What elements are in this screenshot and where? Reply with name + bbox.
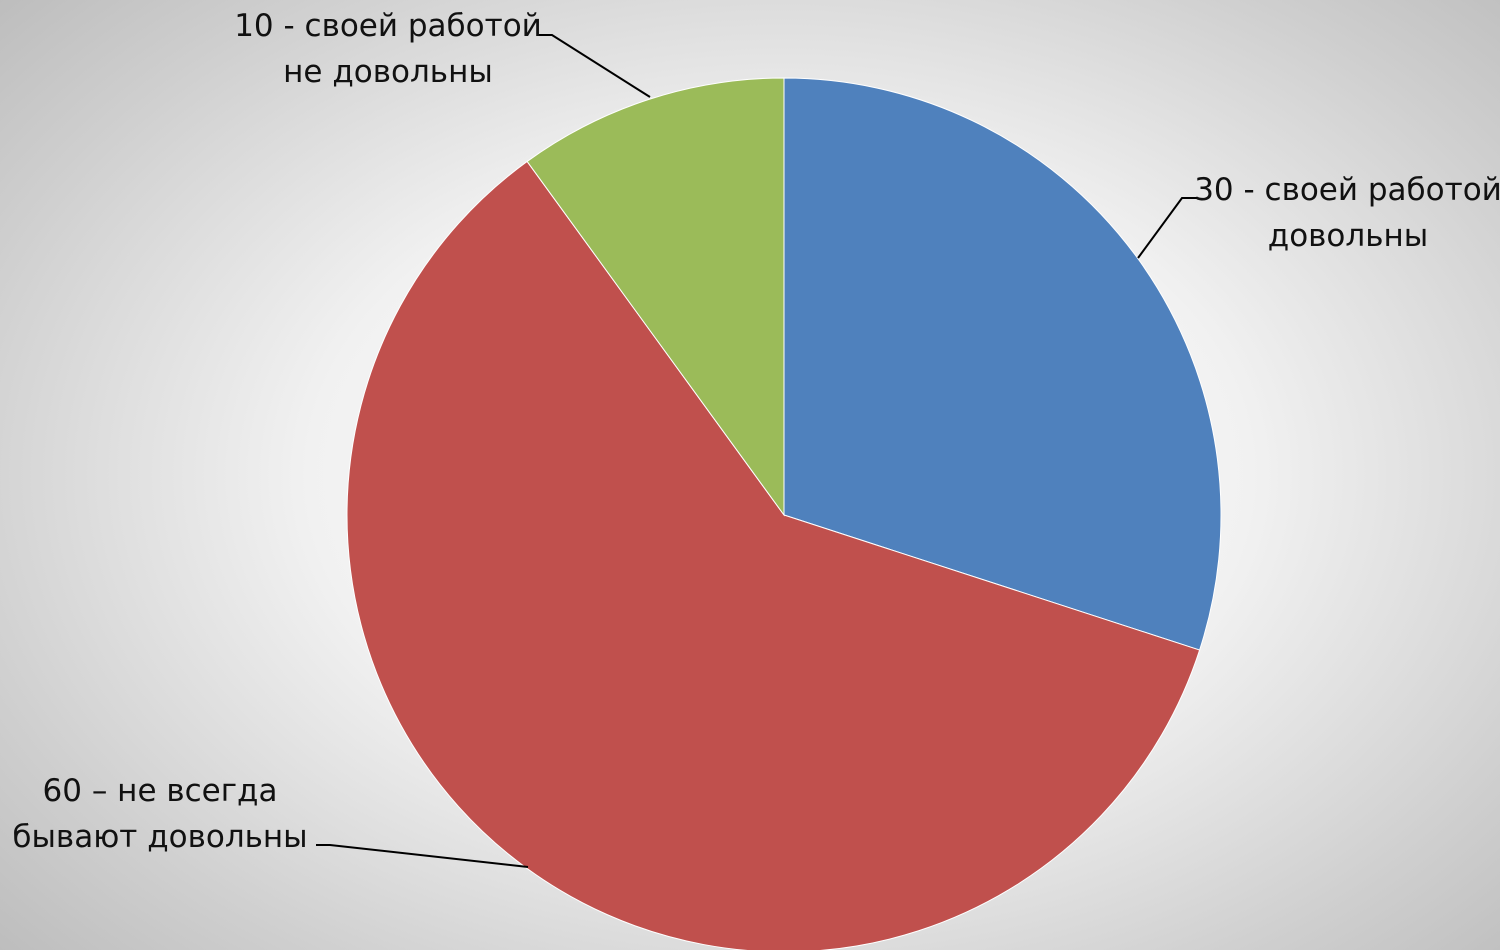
leader-lines (316, 34, 1198, 868)
pie-slices (346, 77, 1222, 950)
slice-label-3-line-1: 10 - своей работой (234, 8, 542, 44)
slice-label-2: 60 – не всегда бывают довольны (12, 773, 307, 855)
slice-label-2-line-1: 60 – не всегда (43, 773, 278, 809)
slice-labels: 30 - своей работой довольны 60 – не всегда… (12, 8, 1500, 855)
slice-label-2-line-2: бывают довольны (12, 819, 307, 855)
slice-label-3: 10 - своей работой не довольны (234, 8, 542, 90)
slice-label-1: 30 - своей работой довольны (1194, 172, 1500, 254)
leader-line-1 (1137, 197, 1198, 259)
pie-slice-2 (346, 160, 1201, 950)
pie-slice-1 (783, 77, 1222, 651)
slice-label-1-line-2: довольны (1268, 218, 1428, 254)
slice-label-3-line-2: не довольны (283, 54, 493, 90)
slice-label-1-line-1: 30 - своей работой (1194, 172, 1500, 208)
leader-line-3 (538, 34, 651, 98)
pie-slice-3 (526, 77, 785, 517)
leader-line-2 (316, 844, 529, 868)
